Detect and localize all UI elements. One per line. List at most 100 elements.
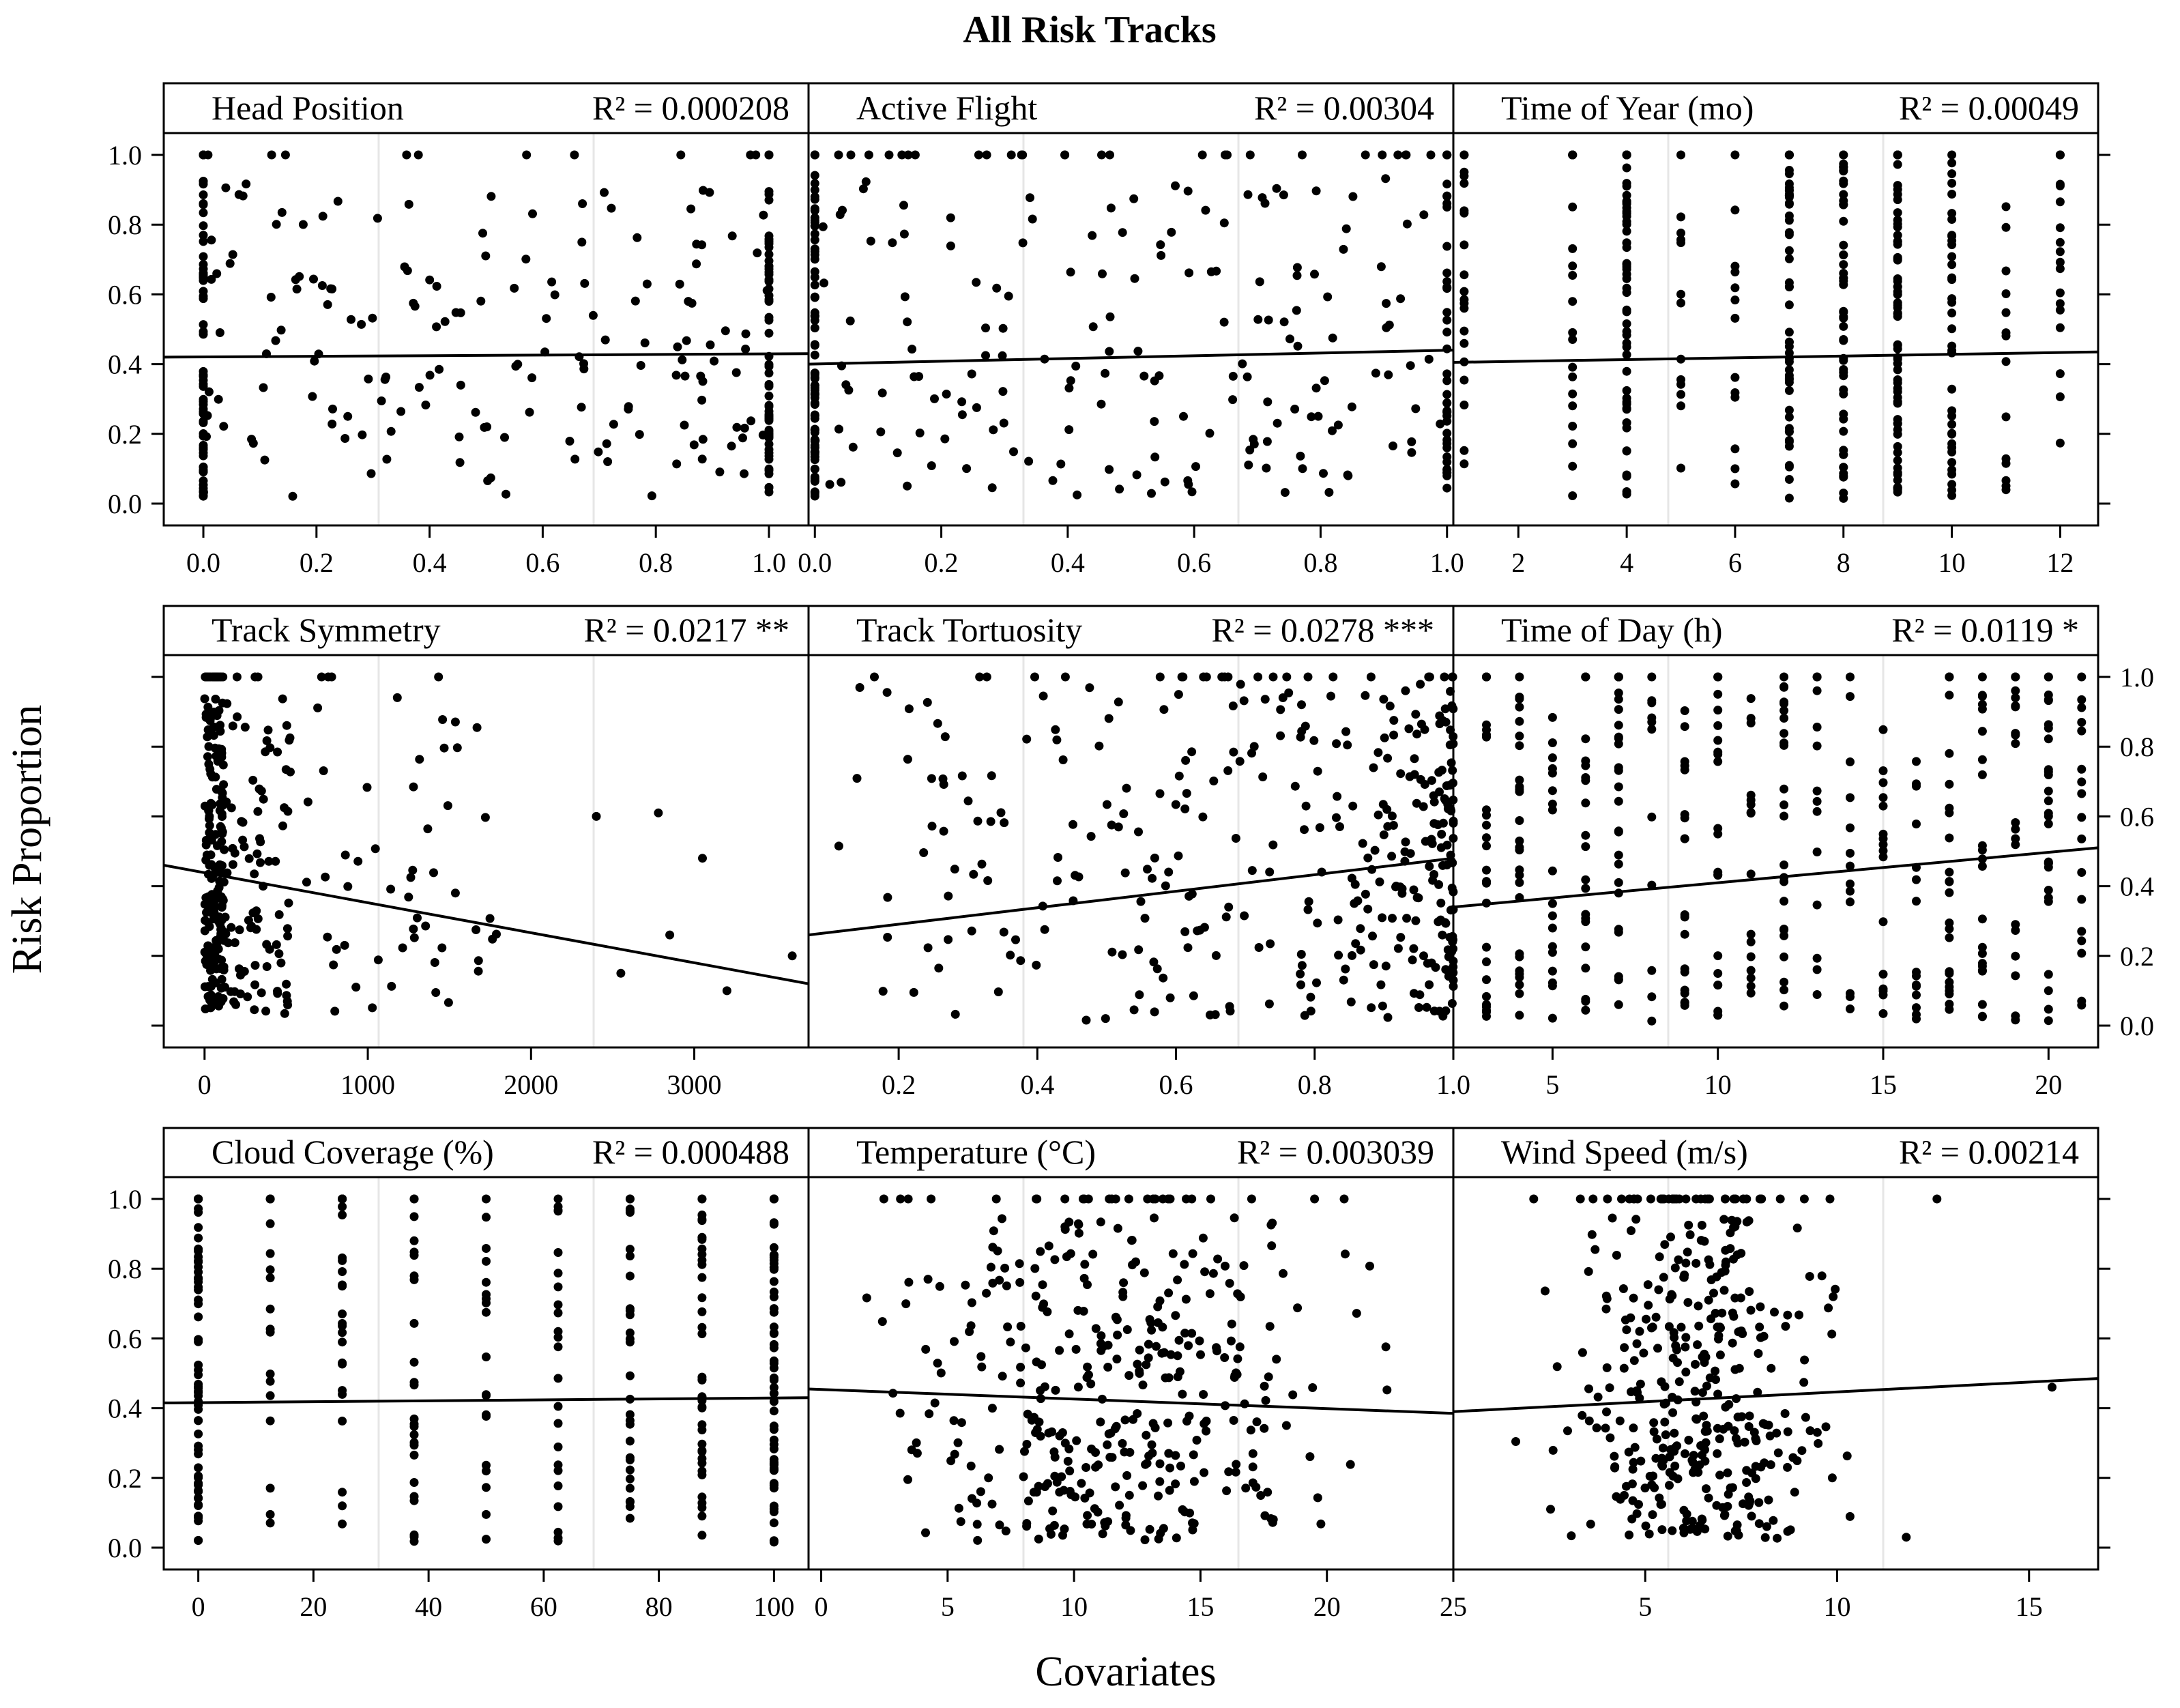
data-point — [698, 854, 707, 863]
data-point — [1409, 989, 1419, 998]
data-point — [1239, 1261, 1249, 1271]
data-point — [1138, 1481, 1148, 1490]
data-point — [1427, 776, 1436, 785]
data-point — [1977, 1012, 1987, 1022]
data-point — [1308, 1383, 1318, 1392]
data-point — [409, 1478, 419, 1487]
data-point — [1800, 1355, 1810, 1365]
data-point — [1297, 961, 1307, 970]
data-point — [1726, 1483, 1735, 1492]
data-point — [769, 1329, 779, 1338]
data-point — [636, 361, 645, 370]
data-point — [1339, 975, 1348, 985]
data-point — [1817, 1271, 1827, 1281]
data-point — [308, 392, 317, 401]
data-point — [1704, 1493, 1713, 1503]
data-point — [1713, 689, 1723, 699]
data-point — [1730, 261, 1740, 271]
data-point — [810, 311, 819, 321]
data-point — [1947, 458, 1957, 467]
data-point — [1248, 1478, 1258, 1488]
data-point — [283, 931, 293, 941]
data-point — [2077, 927, 2087, 936]
data-point — [1335, 822, 1344, 831]
data-point — [204, 387, 214, 396]
data-point — [1189, 1450, 1198, 1460]
data-point — [1248, 1462, 1258, 1472]
x-tick-label: 0.8 — [1303, 547, 1337, 578]
data-point — [1320, 376, 1329, 386]
data-point — [284, 898, 293, 908]
data-point — [846, 150, 856, 160]
data-point — [1734, 1531, 1743, 1540]
data-point — [625, 1271, 635, 1281]
data-point — [1680, 834, 1689, 843]
data-point — [967, 926, 976, 936]
data-point — [1614, 878, 1623, 887]
regression-line — [163, 352, 809, 359]
data-point — [1324, 488, 1334, 497]
data-point — [579, 364, 589, 374]
data-point — [1253, 315, 1263, 324]
data-point — [1140, 1535, 1150, 1544]
data-point — [1711, 1375, 1720, 1385]
data-point — [1779, 682, 1789, 691]
data-point — [1296, 980, 1305, 989]
data-point — [199, 252, 208, 261]
x-tick-label: 5 — [941, 1591, 955, 1622]
data-point — [769, 1343, 779, 1352]
data-point — [1351, 939, 1361, 949]
panel-4: Track Symmetry R² = 0.0217 **0 1000 2000 300… — [151, 605, 810, 1100]
data-point — [1231, 1467, 1240, 1477]
data-point — [194, 1208, 203, 1217]
data-point — [246, 923, 255, 933]
data-point — [1624, 1447, 1633, 1457]
data-point — [1947, 252, 1957, 261]
data-point — [1018, 150, 1028, 160]
data-point — [1631, 1215, 1641, 1224]
data-point — [1187, 889, 1197, 899]
data-point — [1016, 1322, 1026, 1331]
data-point — [1410, 754, 1419, 764]
data-point — [1945, 867, 1954, 877]
data-point — [218, 994, 228, 1003]
data-point — [250, 980, 260, 989]
data-point — [2001, 412, 2011, 422]
data-point — [1947, 384, 1957, 394]
data-point — [1055, 1488, 1064, 1497]
data-point — [309, 274, 318, 284]
data-point — [1730, 1293, 1740, 1303]
data-point — [1690, 1387, 1700, 1396]
data-point — [1629, 1423, 1638, 1433]
data-point — [2044, 811, 2053, 821]
data-point — [522, 150, 532, 160]
data-point — [1407, 437, 1416, 446]
data-point — [368, 1003, 377, 1013]
data-point — [1034, 1534, 1043, 1544]
data-point — [194, 1274, 203, 1283]
data-point — [1977, 770, 1987, 779]
data-point — [1784, 150, 1794, 160]
data-point — [329, 960, 338, 970]
data-point — [1339, 244, 1348, 254]
data-point — [1088, 322, 1098, 332]
data-point — [759, 210, 768, 220]
data-point — [950, 1009, 960, 1019]
data-point — [1656, 1194, 1666, 1204]
data-point — [1157, 250, 1166, 260]
data-point — [1136, 897, 1146, 906]
data-point — [1180, 1260, 1189, 1269]
data-point — [2055, 438, 2065, 448]
data-point — [1312, 978, 1321, 987]
data-point — [1210, 1010, 1220, 1019]
data-point — [769, 1218, 779, 1228]
data-point — [253, 807, 263, 816]
data-point — [607, 203, 616, 213]
data-point — [1102, 800, 1111, 809]
data-point — [207, 274, 216, 284]
data-point — [472, 723, 482, 732]
data-point — [1846, 879, 1855, 888]
data-point — [1389, 730, 1399, 740]
data-point — [1082, 1373, 1092, 1383]
data-point — [199, 451, 208, 461]
